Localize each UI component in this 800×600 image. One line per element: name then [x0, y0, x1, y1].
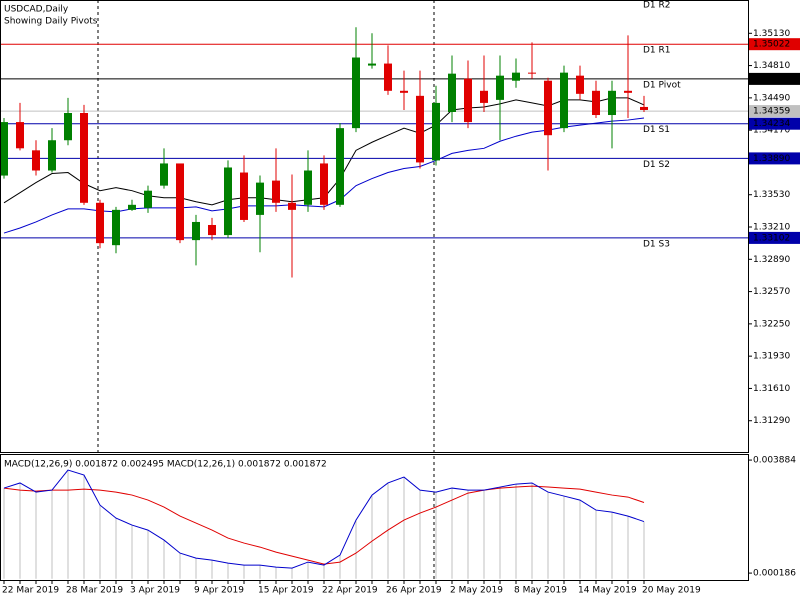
- x-tick-label: 22 Mar 2019: [2, 586, 59, 596]
- candle-body: [528, 72, 536, 74]
- candle-body: [64, 113, 72, 141]
- level-value: 1.33102: [753, 233, 790, 243]
- candle-body: [0, 122, 8, 176]
- level-label: D1 R1: [643, 46, 671, 56]
- candle-body: [288, 202, 296, 210]
- candle-body: [464, 78, 472, 123]
- candle-body: [256, 182, 264, 215]
- y-tick-label: 1.34170: [753, 126, 790, 136]
- candle-body: [432, 102, 440, 161]
- candle-body: [480, 90, 488, 103]
- candle-body: [80, 113, 88, 203]
- x-tick-label: 28 Mar 2019: [66, 586, 123, 596]
- candle-body: [592, 90, 600, 116]
- macd-panel-frame: [0, 454, 749, 581]
- candle-body: [16, 122, 24, 149]
- y-tick-label: 1.33210: [753, 223, 790, 233]
- x-tick-label: 3 Apr 2019: [130, 586, 180, 596]
- candle-body: [272, 180, 280, 203]
- level-tag: [749, 38, 800, 51]
- chart-subtitle: Showing Daily Pivots: [4, 17, 98, 27]
- x-tick-label: 20 May 2019: [642, 586, 701, 596]
- level-tag: [749, 152, 800, 165]
- candle-body: [32, 150, 40, 171]
- level-value: 1.35022: [753, 40, 790, 50]
- candle-body: [112, 209, 120, 246]
- x-tick-label: 26 Apr 2019: [386, 586, 442, 596]
- candle-body: [160, 163, 168, 186]
- x-tick-label: 8 May 2019: [514, 586, 567, 596]
- y-tick-label: 1.33530: [753, 190, 790, 200]
- y-tick-label: 1.32890: [753, 255, 790, 265]
- level-label: D1 S1: [643, 125, 670, 135]
- x-tick-label: 15 Apr 2019: [258, 586, 314, 596]
- candle-body: [96, 202, 104, 244]
- level-value: 1.34234: [753, 119, 790, 129]
- y-tick-label: 1.32250: [753, 319, 790, 329]
- x-tick-label: 22 Apr 2019: [322, 586, 378, 596]
- candle-body: [416, 95, 424, 163]
- y-tick-label: 1.31930: [753, 352, 790, 362]
- main-panel-frame: [0, 0, 749, 453]
- candle-body: [448, 73, 456, 112]
- candle-body: [320, 163, 328, 205]
- candle-body: [624, 90, 632, 93]
- level-tag: [749, 117, 800, 130]
- last-price-tag: [749, 105, 800, 118]
- candle-body: [640, 106, 648, 110]
- level-tag: [749, 231, 800, 244]
- macd-line: [3, 469, 645, 569]
- candle-body: [336, 128, 344, 205]
- candle-body: [176, 163, 184, 241]
- candle-body: [512, 72, 520, 81]
- candle-body: [192, 221, 200, 241]
- candle-body: [384, 63, 392, 91]
- x-tick-label: 9 Apr 2019: [194, 586, 244, 596]
- y-tick-label: 0.003884: [753, 456, 796, 466]
- y-tick-label: 1.31290: [753, 416, 790, 426]
- level-label: D1 R2: [643, 1, 671, 11]
- candle-body: [48, 140, 56, 171]
- candle-body: [144, 190, 152, 208]
- candle-body: [544, 80, 552, 136]
- y-tick-label: 1.31610: [753, 384, 790, 394]
- y-tick-label: 1.34810: [753, 61, 790, 71]
- candle-body: [224, 167, 232, 236]
- y-tick-label: 1.34490: [753, 93, 790, 103]
- y-tick-label: 1.32570: [753, 287, 790, 297]
- y-tick-label: 0.000186: [753, 569, 796, 579]
- candle-body: [576, 75, 584, 94]
- candle-body: [352, 57, 360, 129]
- plot: [0, 27, 748, 579]
- last-price-value: 1.34359: [753, 107, 790, 117]
- indicator-title: MACD(12,26,9) 0.001872 0.002495 MACD(12,…: [4, 460, 327, 470]
- candle-body: [496, 75, 504, 100]
- level-label: D1 S2: [643, 160, 670, 170]
- level-label: D1 Pivot: [643, 80, 681, 90]
- y-tick-label: 1.35130: [753, 29, 790, 39]
- candle-body: [208, 224, 216, 236]
- level-value: 1.34678: [753, 74, 790, 84]
- candle-body: [128, 204, 136, 210]
- candle-body: [560, 72, 568, 129]
- candle-body: [240, 172, 248, 220]
- candle-body: [400, 90, 408, 93]
- level-label: D1 S3: [643, 239, 670, 249]
- level-tag: [749, 72, 800, 85]
- candle-body: [608, 90, 616, 116]
- candle-body: [304, 170, 312, 205]
- x-tick-label: 14 May 2019: [578, 586, 637, 596]
- chart-title: USDCAD,Daily: [4, 5, 69, 15]
- candle-body: [368, 63, 376, 66]
- level-value: 1.33890: [753, 154, 790, 164]
- x-tick-label: 2 May 2019: [450, 586, 503, 596]
